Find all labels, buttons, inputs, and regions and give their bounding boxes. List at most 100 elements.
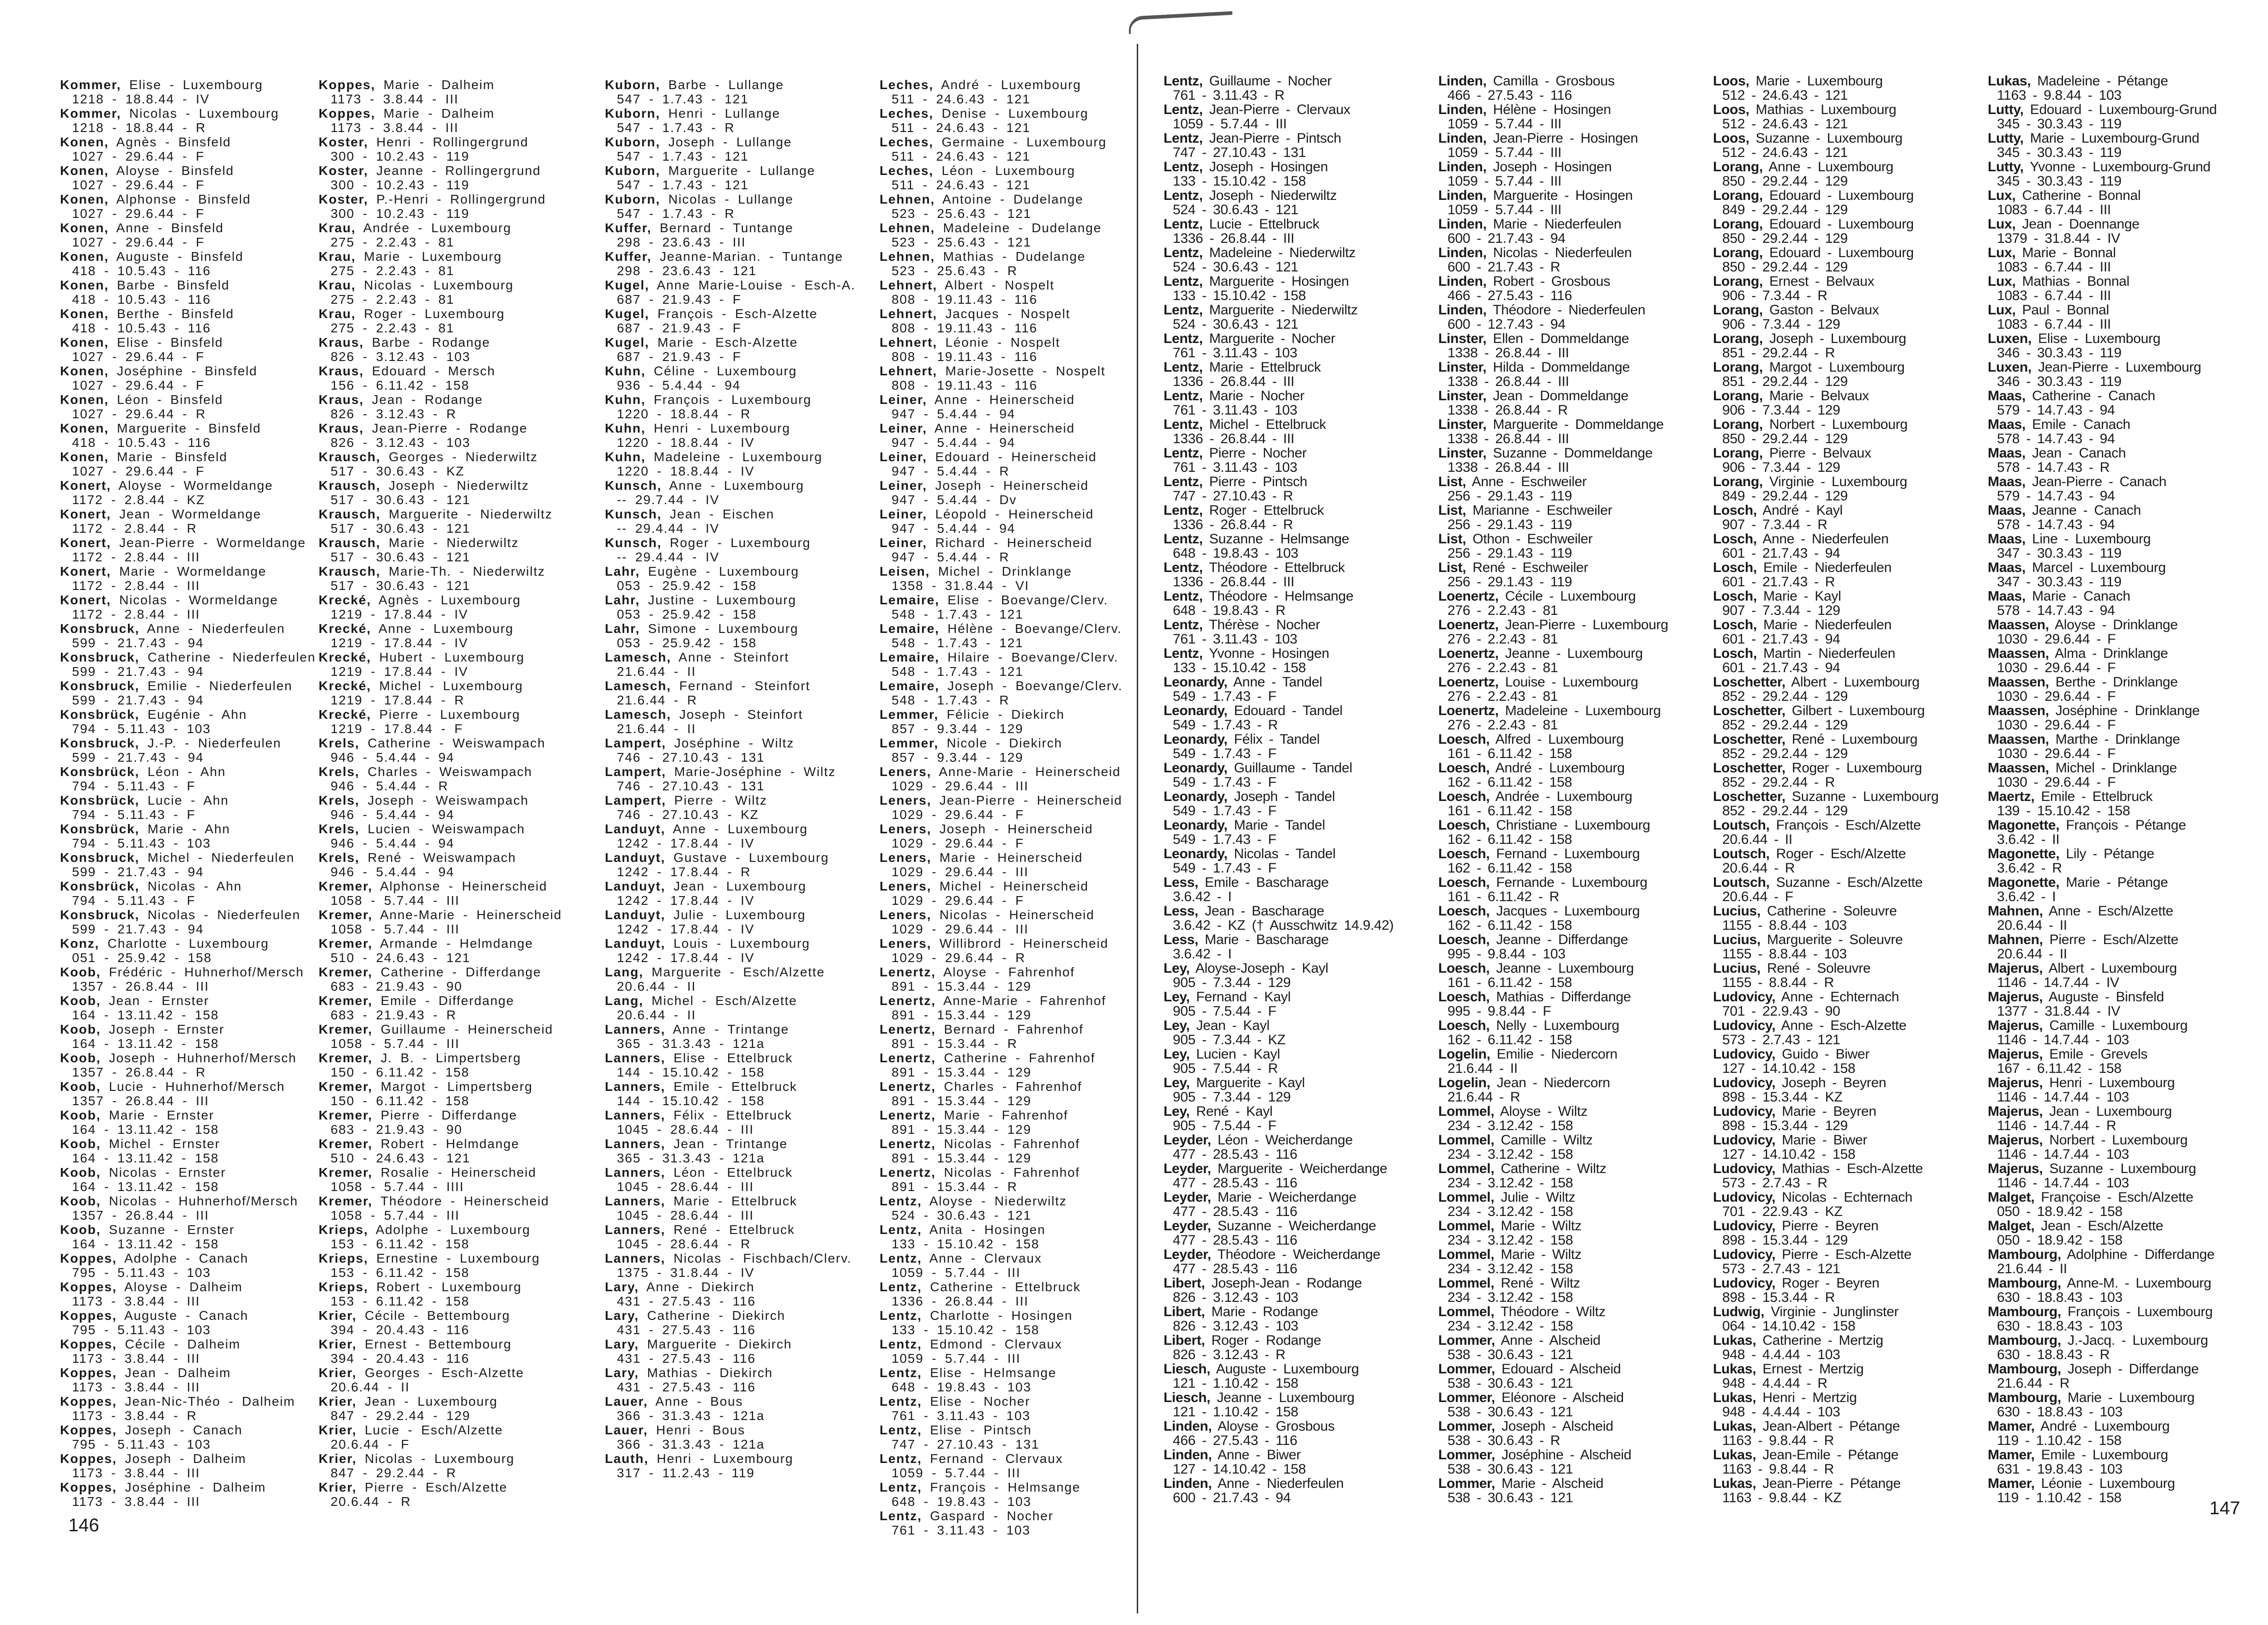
entry-details: 256 - 29.1.43 - 119 — [1448, 517, 1572, 532]
entry-details: 164 - 13.11.42 - 158 — [72, 1036, 219, 1051]
surname: Kuhn, — [605, 392, 646, 407]
list-entry: Malget, Françoise - Esch/Alzette 050 - 18… — [1988, 1190, 2217, 1219]
list-entry: Lampert, Pierre - Wiltz 746 - 27.10.43 - … — [605, 793, 856, 822]
entry-details: 1045 - 28.6.44 - III — [617, 1180, 754, 1194]
list-entry: Lary, Marguerite - Diekirch 431 - 27.5.43… — [605, 1337, 856, 1366]
entry-details: 826 - 3.12.43 - 103 — [331, 435, 470, 450]
entry-name-line: Mahnen, Pierre - Esch/Alzette — [1988, 933, 2217, 947]
list-entry: Libert, Joseph-Jean - Rodange 826 - 3.12.… — [1164, 1276, 1393, 1305]
list-entry: Lanners, Félix - Ettelbruck 1045 - 28.6.4… — [605, 1108, 856, 1137]
surname: Konert, — [60, 536, 111, 550]
given-name-place: Jeanne - Rollingergrund — [376, 163, 541, 178]
given-name-place: Louise - Luxembourg — [1505, 674, 1638, 690]
list-entry: Konen, Aloyse - Binsfeld 1027 - 29.6.44 -… — [60, 163, 316, 192]
entry-details: 946 - 5.4.44 - R — [331, 779, 449, 793]
surname: Lentz, — [1164, 417, 1203, 432]
surname: Lentz, — [1164, 388, 1203, 403]
entry-details: 053 - 25.9.42 - 158 — [617, 578, 757, 593]
list-entry: Maas, Jeanne - Canach 578 - 14.7.43 - 94 — [1988, 503, 2217, 532]
given-name-place: Joseph - Lullange — [668, 135, 792, 149]
given-name-place: Pierre - Beyren — [1782, 1218, 1879, 1234]
given-name-place: Richard - Heinerscheid — [935, 536, 1092, 550]
entry-name-line: List, Anne - Eschweiler — [1438, 475, 1668, 489]
surname: Ludovicy, — [1713, 1161, 1776, 1176]
entry-name-line: Lentz, Pierre - Pintsch — [1164, 475, 1393, 489]
given-name-place: Antoine - Dudelange — [942, 192, 1084, 206]
given-name-place: Théodore - Weicherdange — [1217, 1247, 1381, 1262]
given-name-place: Suzanne - Helmsange — [1209, 531, 1350, 547]
surname: Krieps, — [319, 1280, 368, 1294]
surname: Linden, — [1438, 245, 1487, 260]
entry-details: 579 - 14.7.43 - 94 — [1997, 403, 2115, 418]
list-entry: Konsbruck, Catherine - Niederfeulen 599 -… — [60, 650, 316, 679]
entry-details: 794 - 5.11.43 - F — [72, 779, 196, 793]
surname: Loutsch, — [1713, 875, 1770, 890]
entry-name-line: Kraus, Jean - Rodange — [319, 392, 562, 407]
entry-name-line: Lanners, Léon - Ettelbruck — [605, 1165, 856, 1180]
list-entry: Lemaire, Elise - Boevange/Clerv. 548 - 1.… — [880, 593, 1122, 621]
given-name-place: Théodore - Niederfeulen — [1493, 302, 1646, 318]
surname: Krels, — [319, 822, 360, 836]
surname: Lentz, — [1164, 102, 1203, 117]
surname: Loesch, — [1438, 989, 1490, 1005]
entry-name-line: Lorang, Ernest - Belvaux — [1713, 274, 1939, 289]
entry-name-line: Krausch, Georges - Niederwiltz — [319, 450, 562, 464]
list-entry: Konen, Berthe - Binsfeld 418 - 10.5.43 - … — [60, 307, 316, 335]
entry-details: 517 - 30.6.43 - KZ — [331, 464, 465, 478]
entry-details: 1357 - 26.8.44 - III — [72, 1094, 209, 1108]
given-name-place: Nicolas - Echternach — [1782, 1190, 1912, 1205]
entry-name-line: Lommer, Edouard - Alscheid — [1438, 1362, 1668, 1376]
surname: Lentz, — [1164, 474, 1203, 489]
entry-name-line: Lukas, Jean-Pierre - Pétange — [1713, 1476, 1939, 1491]
list-entry: Loenertz, Louise - Luxembourg 276 - 2.2.4… — [1438, 675, 1668, 704]
entry-details: 601 - 21.7.43 - 94 — [1722, 632, 1840, 647]
entry-details: 512 - 24.6.43 - 121 — [1722, 145, 1848, 160]
entry-details: 3.6.42 - II — [1997, 832, 2060, 847]
given-name-place: Anne - Trintange — [673, 1022, 789, 1036]
entry-name-line: Lentz, Marguerite - Nocher — [1164, 331, 1393, 346]
entry-details: 1027 - 29.6.44 - F — [72, 378, 205, 392]
entry-details: 648 - 19.8.43 - R — [1173, 603, 1286, 618]
list-entry: Lommel, Marie - Wiltz 234 - 3.12.42 - 158 — [1438, 1247, 1668, 1276]
entry-name-line: Lommel, Camille - Wiltz — [1438, 1133, 1668, 1147]
entry-details: 905 - 7.3.44 - KZ — [1173, 1032, 1286, 1047]
given-name-place: Joseph - Tandel — [1234, 789, 1335, 804]
given-name-place: Christiane - Luxembourg — [1496, 818, 1650, 833]
list-entry: Lentz, Anne - Clervaux 1059 - 5.7.44 - II… — [880, 1251, 1122, 1280]
list-entry: Loesch, Fernand - Luxembourg 162 - 6.11.4… — [1438, 847, 1668, 875]
list-entry: Lenertz, Catherine - Fahrenhof 891 - 15.3… — [880, 1051, 1122, 1079]
entry-name-line: Krau, Marie - Luxembourg — [319, 249, 562, 264]
entry-name-line: Krels, René - Weiswampach — [319, 850, 562, 865]
surname: Konsbrück, — [60, 822, 140, 836]
entry-details: 1219 - 17.8.44 - R — [331, 693, 465, 707]
entry-details: 150 - 6.11.42 - 158 — [331, 1065, 470, 1079]
given-name-place: Anne - Binsfeld — [116, 221, 224, 235]
entry-details: 906 - 7.3.44 - R — [1722, 288, 1828, 303]
surname: Mambourg, — [1988, 1247, 2061, 1262]
entry-details: 898 - 15.3.44 - KZ — [1722, 1089, 1843, 1105]
list-entry: Lentz, Marie - Ettelbruck 1336 - 26.8.44 … — [1164, 360, 1393, 389]
list-entry: Koob, Michel - Ernster 164 - 13.11.42 - 1… — [60, 1137, 316, 1165]
list-entry: Lentz, Elise - Nocher 761 - 3.11.43 - 103 — [880, 1394, 1122, 1423]
entry-details: 1059 - 5.7.44 - III — [1448, 202, 1562, 217]
entry-details: 317 - 11.2.43 - 119 — [617, 1466, 755, 1480]
entry-details: 139 - 15.10.42 - 158 — [1997, 803, 2130, 819]
given-name-place: Fernand - Steinfort — [679, 679, 810, 693]
list-entry: Ludovicy, Anne - Esch-Alzette 573 - 2.7.4… — [1713, 1018, 1939, 1047]
list-entry: Lehnen, Madeleine - Dudelange 523 - 25.6.… — [880, 221, 1122, 249]
surname: Lentz, — [1164, 646, 1203, 661]
list-entry: Lorang, Margot - Luxembourg 851 - 29.2.44… — [1713, 360, 1939, 389]
given-name-place: Marie - Ahn — [147, 822, 230, 836]
entry-name-line: Koob, Marie - Ernster — [60, 1108, 316, 1122]
list-entry: Koob, Nicolas - Ernster 164 - 13.11.42 - … — [60, 1165, 316, 1194]
list-entry: Lehnen, Antoine - Dudelange 523 - 25.6.43… — [880, 192, 1122, 221]
entry-details: 133 - 15.10.42 - 158 — [1173, 174, 1306, 189]
entry-name-line: Ley, René - Kayl — [1164, 1104, 1393, 1119]
entry-details: 599 - 21.7.43 - 94 — [72, 664, 204, 679]
surname: Lommer, — [1438, 1361, 1495, 1377]
entry-details: 1059 - 5.7.44 - III — [1448, 145, 1562, 160]
surname: Linden, — [1438, 131, 1487, 146]
entry-details: 761 - 3.11.43 - 103 — [1173, 632, 1297, 647]
entry-name-line: Less, Jean - Bascharage — [1164, 904, 1393, 918]
surname: Leners, — [880, 936, 932, 951]
